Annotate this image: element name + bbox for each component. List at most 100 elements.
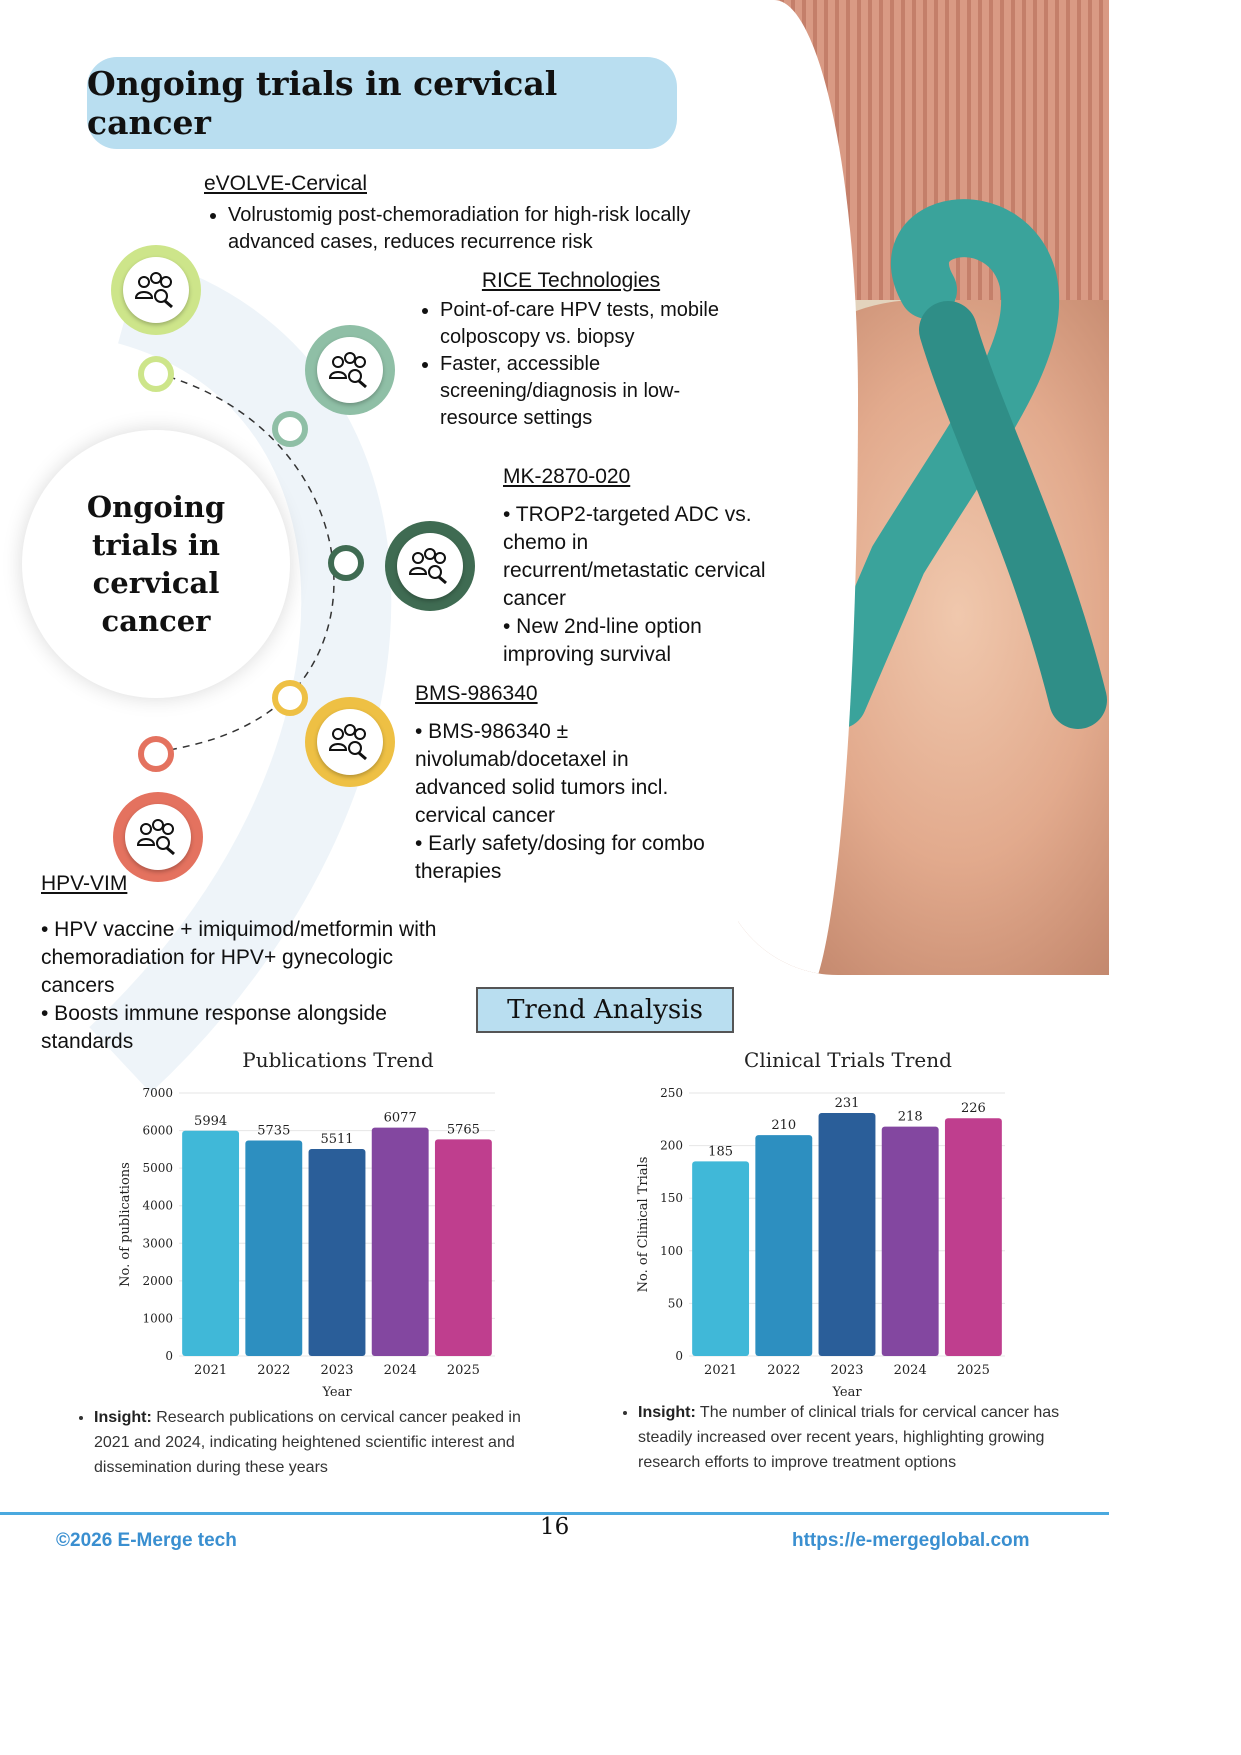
- data-label: 231: [835, 1096, 860, 1111]
- x-tick-label: 2023: [830, 1363, 863, 1378]
- page-number: 16: [540, 1514, 570, 1540]
- chart-title-publications: Publications Trend: [242, 1048, 434, 1072]
- data-label: 5735: [257, 1124, 290, 1139]
- timeline-dot-3: [328, 545, 364, 581]
- trial-icon-ring-5: [113, 792, 203, 882]
- people-search-icon: [136, 819, 175, 856]
- center-hub: Ongoing trials in cervical cancer: [22, 430, 290, 698]
- people-search-icon: [328, 724, 367, 761]
- insight-text: The number of clinical trials for cervic…: [638, 1404, 1060, 1471]
- bar-2023: [818, 1112, 876, 1356]
- x-tick-label: 2025: [447, 1363, 480, 1378]
- trial-icon-ring-3: [385, 521, 475, 611]
- data-label: 5765: [447, 1122, 480, 1137]
- trial-name: RICE Technologies: [481, 269, 661, 292]
- trial-bms-986340: BMS-986340 • BMS-986340 ± nivolumab/doce…: [415, 682, 705, 886]
- y-tick-label: 5000: [142, 1161, 173, 1175]
- insight-label: Insight:: [638, 1404, 696, 1421]
- y-axis-label: No. of Clinical Trials: [636, 1157, 651, 1293]
- trial-bullet: Faster, accessible screening/diagnosis i…: [440, 351, 726, 432]
- trial-evolve: eVOLVE-Cervical Volrustomig post-chemora…: [204, 172, 704, 256]
- trial-bullet: • HPV vaccine + imiquimod/metformin with…: [41, 918, 437, 997]
- data-label: 210: [771, 1118, 796, 1133]
- insight-clinical-trials: Insight: The number of clinical trials f…: [616, 1400, 1066, 1475]
- trial-bullet: • TROP2-targeted ADC vs. chemo in recurr…: [503, 503, 766, 610]
- page-title-banner: Ongoing trials in cervical cancer: [87, 57, 677, 149]
- bar-2021: [182, 1130, 240, 1356]
- trial-icon-ring-4: [305, 697, 395, 787]
- trial-icon-ring-1: [111, 245, 201, 335]
- timeline-dot-5: [138, 736, 174, 772]
- y-tick-label: 4000: [142, 1199, 173, 1213]
- footer-copyright: ©2026 E-Merge tech: [56, 1530, 237, 1551]
- y-tick-label: 2000: [142, 1274, 173, 1288]
- trend-analysis-title: Trend Analysis: [507, 995, 703, 1025]
- y-tick-label: 100: [660, 1244, 683, 1258]
- data-label: 5511: [320, 1132, 353, 1147]
- bar-2025: [944, 1118, 1002, 1356]
- timeline-dot-4: [272, 680, 308, 716]
- x-tick-label: 2024: [384, 1363, 417, 1378]
- trial-bullet: • BMS-986340 ± nivolumab/docetaxel in ad…: [415, 720, 669, 827]
- y-tick-label: 200: [660, 1139, 683, 1153]
- bar-2024: [371, 1127, 429, 1356]
- photo-mask: [718, 0, 858, 975]
- y-tick-label: 250: [660, 1086, 683, 1100]
- trial-name: BMS-986340: [415, 682, 538, 705]
- x-tick-label: 2025: [957, 1363, 990, 1378]
- bar-2025: [434, 1139, 492, 1356]
- x-axis-label: Year: [321, 1385, 352, 1400]
- x-tick-label: 2022: [767, 1363, 800, 1378]
- trial-bullet: Volrustomig post-chemoradiation for high…: [228, 202, 704, 256]
- page-title: Ongoing trials in cervical cancer: [87, 64, 558, 142]
- trial-rice: RICE Technologies Point-of-care HPV test…: [416, 269, 726, 432]
- trial-name: HPV-VIM: [41, 872, 128, 895]
- x-tick-label: 2021: [704, 1363, 737, 1378]
- y-tick-label: 0: [165, 1349, 173, 1363]
- timeline-arc: [155, 372, 335, 754]
- trial-icon-ring-2: [305, 325, 395, 415]
- y-axis-label: No. of publications: [118, 1162, 133, 1287]
- timeline-dot-1: [138, 356, 174, 392]
- trial-bullet: Point-of-care HPV tests, mobile colposco…: [440, 297, 726, 351]
- center-label: Ongoing trials in cervical cancer: [86, 490, 226, 638]
- x-tick-label: 2022: [257, 1363, 290, 1378]
- bar-2022: [755, 1135, 813, 1356]
- y-tick-label: 7000: [142, 1086, 173, 1100]
- x-tick-label: 2024: [894, 1363, 927, 1378]
- trend-analysis-banner: Trend Analysis: [476, 987, 734, 1033]
- data-label: 218: [898, 1110, 923, 1125]
- data-label: 185: [708, 1144, 733, 1159]
- data-label: 5994: [194, 1114, 227, 1129]
- data-label: 226: [961, 1101, 986, 1116]
- hero-photo: [718, 0, 1109, 975]
- y-tick-label: 3000: [142, 1236, 173, 1250]
- insight-publications: Insight: Research publications on cervic…: [72, 1405, 552, 1480]
- bar-2022: [245, 1140, 303, 1356]
- trial-hpv-vim: HPV-VIM • HPV vaccine + imiquimod/metfor…: [41, 872, 441, 1056]
- background-swoosh: [89, 260, 392, 1093]
- trial-bullet: • Early safety/dosing for combo therapie…: [415, 832, 705, 883]
- y-tick-label: 1000: [142, 1311, 173, 1325]
- y-tick-label: 0: [675, 1349, 683, 1363]
- footer-website-link[interactable]: https://e-mergeglobal.com: [792, 1530, 1030, 1551]
- y-tick-label: 150: [660, 1191, 683, 1205]
- trial-bullet: • Boosts immune response alongside stand…: [41, 1002, 387, 1053]
- awareness-ribbon-icon: [809, 199, 1107, 729]
- insight-label: Insight:: [94, 1409, 152, 1426]
- footer-divider: [0, 1512, 1109, 1515]
- chart-title-clinical-trials: Clinical Trials Trend: [744, 1048, 952, 1072]
- clinical-trials-chart: 0 50 100 150 200 250 185 2021 210 2022 231 2023 218 2…: [636, 1086, 1005, 1400]
- people-search-icon: [134, 272, 173, 309]
- people-search-icon: [408, 548, 447, 585]
- y-tick-label: 50: [668, 1296, 683, 1310]
- x-tick-label: 2021: [194, 1363, 227, 1378]
- data-label: 6077: [384, 1111, 417, 1126]
- bar-2024: [881, 1126, 939, 1356]
- people-search-icon: [328, 352, 367, 389]
- timeline-dot-2: [272, 411, 308, 447]
- publications-chart: 0 1000 2000 3000 4000 5000 6000 7000 5994 2021 573…: [118, 1086, 495, 1400]
- trial-name: MK-2870-020: [503, 465, 631, 488]
- trial-bullet: • New 2nd-line option improving survival: [503, 615, 702, 666]
- trial-name: eVOLVE-Cervical: [204, 172, 367, 195]
